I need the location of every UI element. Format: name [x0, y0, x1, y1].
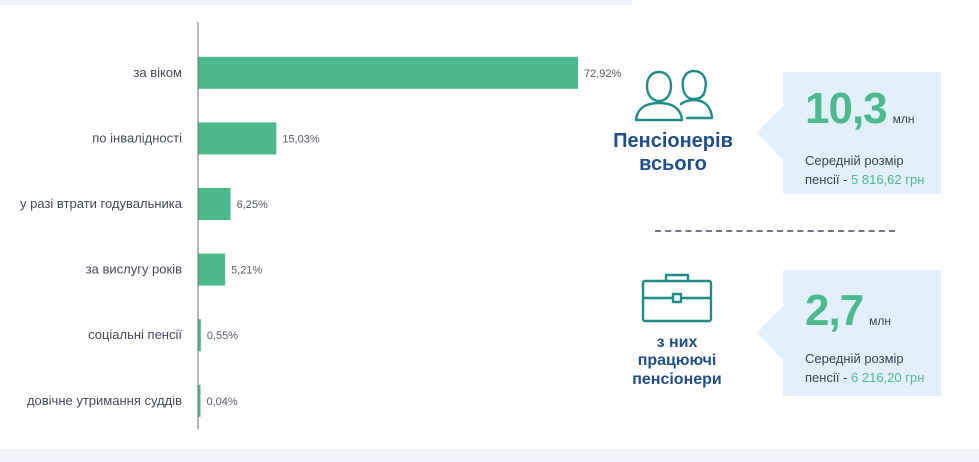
total-pensioners-stat-box: 10,3 млн Середній розмір пенсії - 5 816,6… — [757, 72, 941, 194]
bar — [198, 319, 201, 352]
bar — [198, 253, 226, 286]
caption-line: працюючі — [637, 352, 717, 370]
description-prefix: пенсії - — [805, 369, 848, 385]
bar — [198, 188, 231, 220]
category-label: соціальні пенсії — [88, 327, 182, 342]
total-pensioners-caption: Пенсіонерів всього — [607, 130, 739, 176]
caption-line: Пенсіонерів — [613, 130, 733, 152]
category-label: у разі втрати годувальника — [20, 196, 183, 211]
caption-line: з них — [656, 334, 698, 351]
average-pension-amount: 5 816,62 грн — [851, 171, 925, 187]
category-label: за вислугу років — [86, 262, 182, 277]
category-label: по інвалідності — [92, 130, 182, 145]
number-unit: млн — [892, 112, 915, 126]
number-value: 2,7 — [805, 286, 864, 335]
caption-line: всього — [639, 153, 707, 175]
briefcase-icon — [641, 273, 713, 323]
working-pensioners-caption: з них працюючі пенсіонери — [618, 334, 736, 389]
bottom-background-strip — [0, 449, 979, 462]
working-pensioners-number: 2,7 млн — [805, 286, 891, 336]
description-line: Середній розмір — [805, 351, 904, 366]
value-label: 0,04% — [207, 396, 238, 408]
bar — [198, 122, 277, 155]
value-label: 72,92% — [584, 68, 622, 80]
working-pensioners-stat-box: 2,7 млн Середній розмір пенсії - 6 216,20… — [757, 270, 941, 396]
description-prefix: пенсії - — [805, 171, 848, 187]
value-label: 5,21% — [231, 265, 262, 277]
description-line: Середній розмір — [805, 153, 904, 168]
dashed-divider — [655, 230, 895, 232]
pension-types-bar-chart: за віком 72,92% по інвалідності 15,03% у раз… — [20, 22, 622, 430]
category-label: довічне утримання суддів — [27, 393, 182, 408]
value-label: 0,55% — [207, 330, 238, 342]
description-line: пенсії - 6 216,20 грн — [805, 369, 924, 388]
number-unit: млн — [869, 314, 892, 328]
total-pensioners-number: 10,3 млн — [805, 84, 915, 134]
top-background-strip — [0, 0, 632, 5]
number-value: 10,3 — [805, 84, 888, 133]
value-label: 15,03% — [282, 133, 320, 145]
people-icon — [634, 69, 714, 122]
caption-line: пенсіонери — [632, 370, 722, 388]
value-label: 6,25% — [237, 199, 268, 211]
category-label: за віком — [133, 65, 182, 80]
description-line: пенсії - 5 816,62 грн — [805, 171, 924, 190]
bar — [198, 384, 201, 417]
working-pensioners-description: Середній розмір пенсії - 6 216,20 грн — [805, 350, 924, 388]
bar — [198, 56, 578, 89]
average-pension-amount: 6 216,20 грн — [851, 369, 925, 385]
total-pensioners-description: Середній розмір пенсії - 5 816,62 грн — [805, 152, 924, 190]
